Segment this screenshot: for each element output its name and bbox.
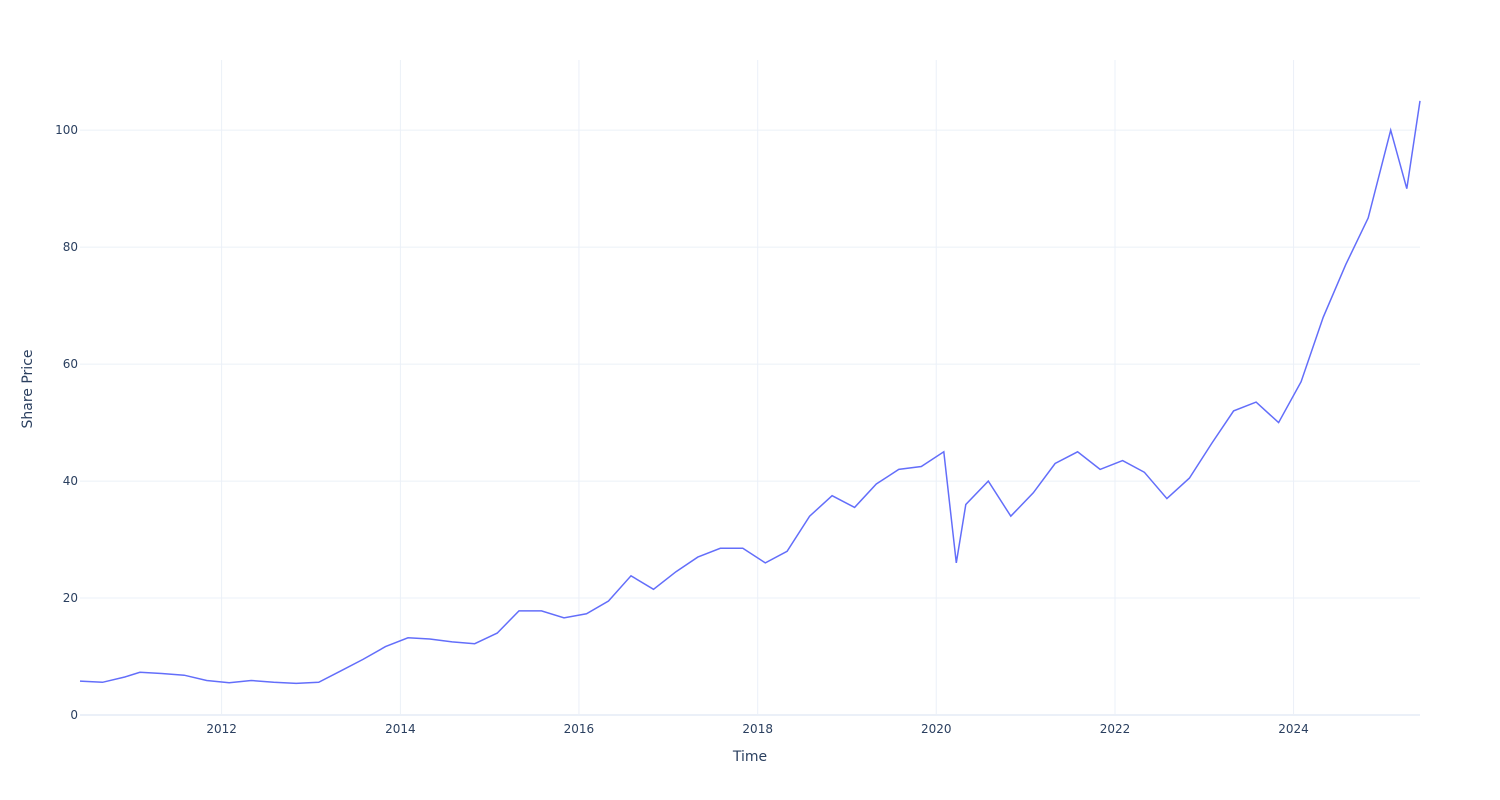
x-axis-title: Time (732, 749, 767, 765)
x-tick-label: 2014 (385, 722, 416, 736)
x-grid (221, 60, 1295, 715)
y-tick-labels: 0 20 40 60 80 100 (55, 123, 78, 722)
y-tick-label: 100 (55, 123, 78, 137)
x-tick-label: 2024 (1278, 722, 1309, 736)
y-tick-label: 20 (63, 591, 78, 605)
y-tick-label: 80 (63, 240, 78, 254)
series-line (79, 100, 1421, 685)
x-tick-label: 2020 (921, 722, 952, 736)
y-grid (80, 129, 1420, 716)
x-tick-labels: 2012 2014 2016 2018 2020 2022 2024 (206, 722, 1308, 736)
y-tick-label: 0 (70, 708, 78, 722)
y-tick-label: 40 (63, 474, 78, 488)
x-tick-label: 2022 (1100, 722, 1131, 736)
y-axis-title: Share Price (20, 349, 36, 428)
x-tick-label: 2016 (564, 722, 595, 736)
x-tick-label: 2012 (206, 722, 237, 736)
y-tick-label: 60 (63, 357, 78, 371)
x-tick-label: 2018 (742, 722, 773, 736)
